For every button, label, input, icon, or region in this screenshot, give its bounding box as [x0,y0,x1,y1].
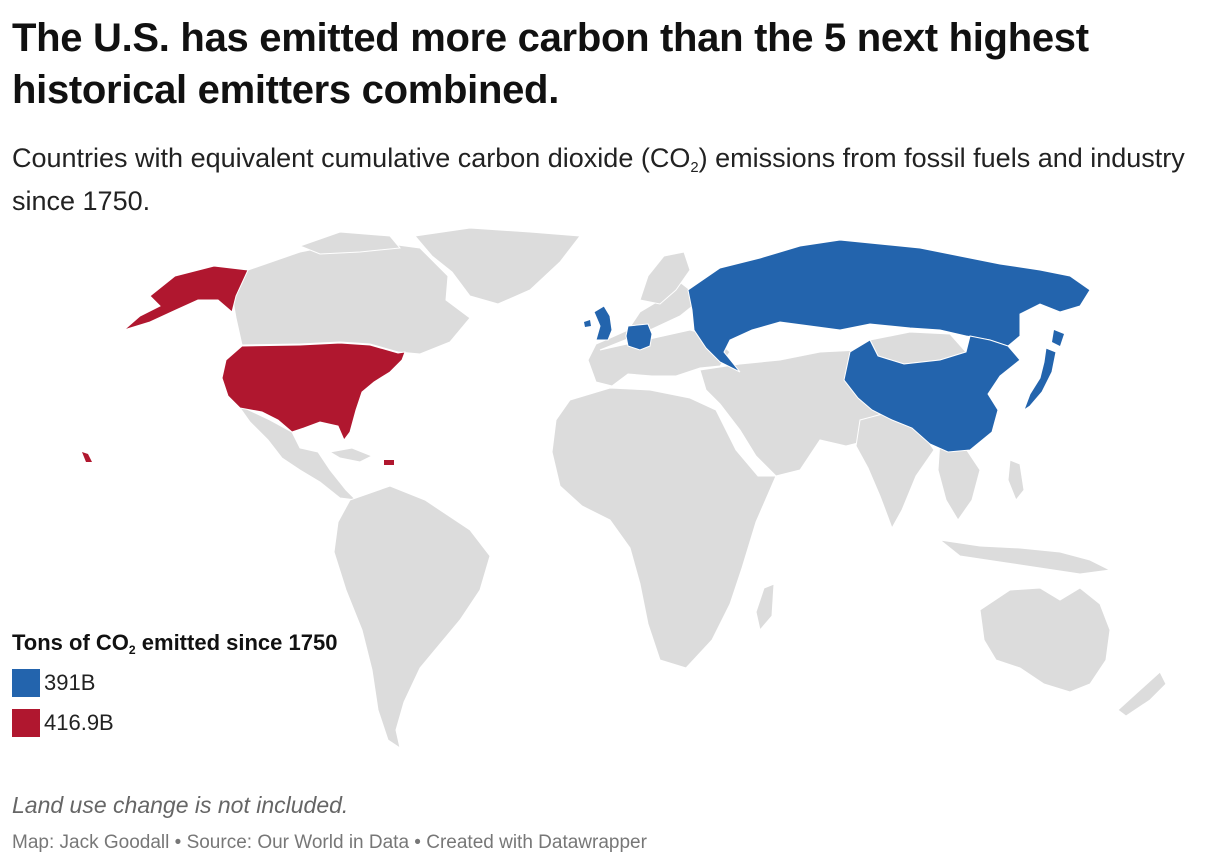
southeast-asia [937,439,981,521]
south-america [333,485,491,750]
new-zealand [1117,671,1167,717]
africa [551,387,777,669]
madagascar [755,583,775,632]
chart-subtitle: Countries with equivalent cumulative car… [12,143,1185,217]
usa-mainland [221,342,406,441]
middle-east [699,349,881,477]
japan-hokkaido [1052,330,1064,346]
usa-puerto-rico [384,460,394,465]
united-kingdom [593,305,613,341]
usa-alaska [123,265,249,331]
germany [625,323,653,351]
chart-title: The U.S. has emitted more carbon than th… [12,16,1089,112]
usa-hawaii [82,452,92,462]
legend-label-red: 416.9B [44,710,114,736]
china [843,335,1021,453]
canada [231,239,471,355]
notes: Land use change is not included. [12,792,349,818]
australia [979,587,1111,693]
legend-title: Tons of CO2 emitted since 1750 [12,630,338,658]
philippines [1007,459,1025,501]
scandinavia [639,251,691,305]
legend: Tons of CO2 emitted since 1750 391B 416.… [12,630,337,749]
legend-label-blue: 391B [44,670,96,696]
legend-item-blue: 391B [12,669,337,698]
northern-ireland [584,320,591,327]
greenland [414,227,581,305]
indonesia [938,539,1112,575]
cuba [328,447,374,463]
legend-item-red: 416.9B [12,709,337,738]
world-map [82,227,1167,750]
arctic-islands [298,231,401,255]
japan [1022,347,1057,412]
legend-swatch-red [12,709,40,738]
legend-swatch-blue [12,669,40,698]
byline: Map: Jack Goodall • Source: Our World in… [12,832,647,853]
